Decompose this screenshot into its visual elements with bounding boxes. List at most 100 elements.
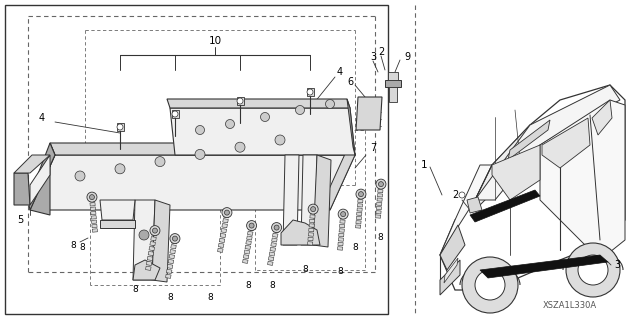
Circle shape	[237, 98, 243, 104]
Polygon shape	[172, 110, 179, 118]
Text: 10: 10	[209, 36, 221, 46]
Polygon shape	[378, 194, 383, 197]
Circle shape	[326, 100, 335, 108]
Polygon shape	[220, 238, 225, 242]
Text: 2: 2	[378, 47, 384, 57]
Circle shape	[358, 192, 364, 197]
Circle shape	[246, 220, 257, 231]
Polygon shape	[245, 245, 250, 249]
Circle shape	[271, 223, 282, 233]
Circle shape	[249, 223, 254, 228]
Polygon shape	[339, 229, 344, 232]
Polygon shape	[340, 220, 345, 223]
Polygon shape	[171, 245, 176, 249]
Polygon shape	[389, 87, 397, 102]
Polygon shape	[307, 242, 313, 245]
Polygon shape	[50, 143, 355, 155]
Polygon shape	[475, 125, 540, 210]
Polygon shape	[338, 242, 343, 246]
Polygon shape	[223, 219, 228, 223]
Circle shape	[235, 142, 245, 152]
Polygon shape	[167, 99, 350, 108]
Polygon shape	[218, 248, 223, 252]
Text: 8: 8	[337, 268, 343, 277]
Circle shape	[117, 124, 123, 130]
Text: 8: 8	[302, 265, 308, 275]
Text: 7: 7	[370, 143, 376, 153]
Polygon shape	[376, 211, 381, 214]
Text: 8: 8	[79, 243, 85, 253]
Polygon shape	[271, 238, 277, 242]
Polygon shape	[5, 5, 388, 314]
Circle shape	[170, 234, 180, 244]
Polygon shape	[540, 100, 625, 260]
Polygon shape	[307, 88, 314, 96]
Polygon shape	[313, 155, 331, 247]
Polygon shape	[100, 220, 135, 228]
Polygon shape	[151, 237, 156, 241]
Circle shape	[75, 171, 85, 181]
Polygon shape	[92, 220, 97, 224]
Polygon shape	[170, 249, 175, 254]
Circle shape	[578, 255, 608, 285]
Polygon shape	[440, 165, 492, 255]
Circle shape	[274, 225, 279, 230]
Circle shape	[459, 192, 465, 198]
Polygon shape	[92, 229, 97, 232]
Polygon shape	[508, 120, 550, 160]
Polygon shape	[310, 210, 316, 214]
Polygon shape	[91, 216, 97, 219]
Polygon shape	[308, 233, 314, 236]
Polygon shape	[492, 145, 540, 200]
Polygon shape	[243, 259, 248, 263]
Polygon shape	[133, 260, 160, 280]
Polygon shape	[357, 208, 362, 211]
Circle shape	[225, 120, 234, 129]
Polygon shape	[167, 264, 173, 269]
Polygon shape	[444, 258, 458, 283]
Polygon shape	[281, 220, 320, 245]
Polygon shape	[271, 242, 276, 247]
Polygon shape	[90, 203, 95, 206]
Polygon shape	[378, 185, 383, 189]
Polygon shape	[309, 224, 314, 227]
Polygon shape	[325, 143, 355, 210]
Circle shape	[475, 270, 505, 300]
Circle shape	[275, 135, 285, 145]
Circle shape	[378, 182, 383, 187]
Polygon shape	[246, 236, 252, 240]
Polygon shape	[283, 155, 299, 245]
Polygon shape	[440, 85, 625, 290]
Polygon shape	[357, 204, 363, 207]
Polygon shape	[166, 274, 171, 278]
Polygon shape	[133, 200, 155, 280]
Polygon shape	[170, 108, 355, 155]
Text: 4: 4	[39, 113, 45, 123]
Circle shape	[90, 195, 95, 200]
Polygon shape	[172, 240, 177, 244]
Polygon shape	[147, 256, 153, 261]
Polygon shape	[376, 206, 381, 210]
Polygon shape	[237, 97, 243, 105]
Polygon shape	[388, 72, 398, 80]
Polygon shape	[356, 220, 361, 224]
Polygon shape	[470, 190, 540, 222]
Polygon shape	[166, 269, 172, 273]
Polygon shape	[310, 219, 315, 223]
Polygon shape	[152, 200, 170, 282]
Polygon shape	[340, 215, 346, 219]
Circle shape	[172, 236, 177, 241]
Polygon shape	[269, 252, 275, 256]
Circle shape	[376, 179, 386, 189]
Polygon shape	[273, 228, 279, 233]
Polygon shape	[243, 255, 249, 259]
Circle shape	[155, 157, 165, 167]
Circle shape	[307, 89, 313, 95]
Polygon shape	[168, 259, 173, 264]
Text: 3: 3	[614, 260, 620, 270]
Polygon shape	[301, 155, 317, 245]
Polygon shape	[92, 224, 97, 228]
Circle shape	[356, 189, 366, 199]
Polygon shape	[356, 212, 362, 216]
Polygon shape	[376, 202, 382, 205]
